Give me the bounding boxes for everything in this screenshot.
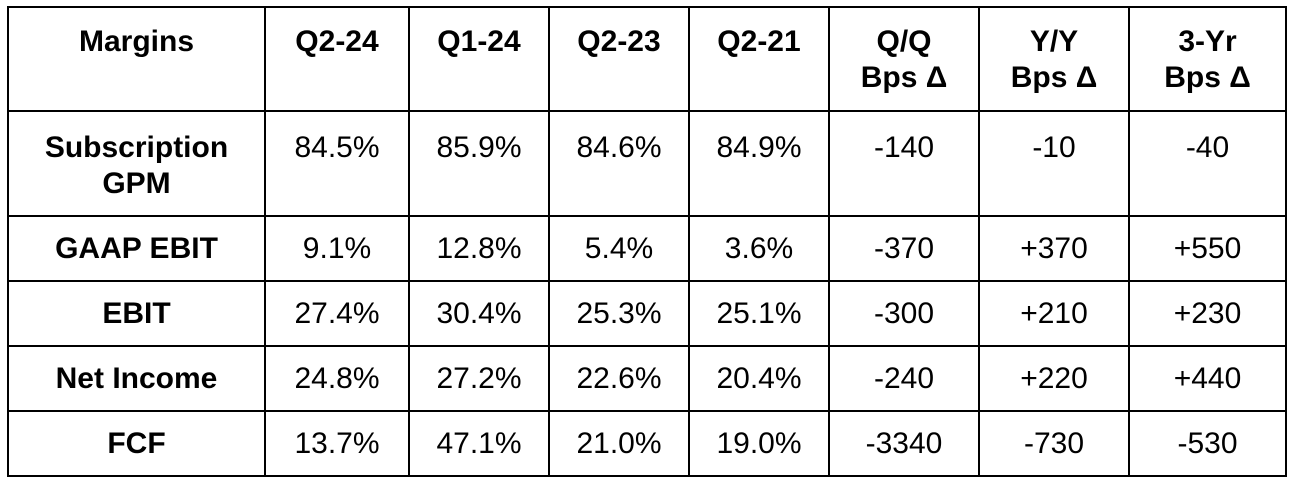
table-cell: -40 <box>1128 110 1287 217</box>
table-cell: 25.1% <box>688 280 830 347</box>
header-row: Margins Q2-24 Q1-24 Q2-23 Q2-21 Q/Q Bps … <box>7 6 1287 112</box>
table-row: FCF 13.7% 47.1% 21.0% 19.0% -3340 -730 -… <box>7 410 1287 477</box>
table-cell: 5.4% <box>548 215 690 282</box>
table-cell: 20.4% <box>688 345 830 412</box>
table-row: Net Income 24.8% 27.2% 22.6% 20.4% -240 … <box>7 345 1287 412</box>
table-cell: 84.9% <box>688 110 830 217</box>
table-row: GAAP EBIT 9.1% 12.8% 5.4% 3.6% -370 +370… <box>7 215 1287 282</box>
row-label: EBIT <box>7 280 266 347</box>
row-label: Subscription GPM <box>7 110 266 217</box>
table-cell: 84.6% <box>548 110 690 217</box>
table-cell: -10 <box>978 110 1130 217</box>
row-label: FCF <box>7 410 266 477</box>
table-cell: +210 <box>978 280 1130 347</box>
header-q2-24: Q2-24 <box>264 6 410 112</box>
table-cell: 24.8% <box>264 345 410 412</box>
table-row: Subscription GPM 84.5% 85.9% 84.6% 84.9%… <box>7 110 1287 217</box>
table-cell: -370 <box>828 215 980 282</box>
table-cell: 3.6% <box>688 215 830 282</box>
header-3yr-bps: 3-Yr Bps Δ <box>1128 6 1287 112</box>
table-cell: 27.4% <box>264 280 410 347</box>
table-cell: 12.8% <box>408 215 550 282</box>
table-cell: -530 <box>1128 410 1287 477</box>
table-cell: 47.1% <box>408 410 550 477</box>
table-cell: 25.3% <box>548 280 690 347</box>
header-yy-bps: Y/Y Bps Δ <box>978 6 1130 112</box>
table-cell: -3340 <box>828 410 980 477</box>
table-row: EBIT 27.4% 30.4% 25.3% 25.1% -300 +210 +… <box>7 280 1287 347</box>
row-label: Net Income <box>7 345 266 412</box>
table-cell: -140 <box>828 110 980 217</box>
table-cell: 13.7% <box>264 410 410 477</box>
table-cell: 21.0% <box>548 410 690 477</box>
table-cell: +550 <box>1128 215 1287 282</box>
header-q2-23: Q2-23 <box>548 6 690 112</box>
table-cell: +370 <box>978 215 1130 282</box>
table-cell: 30.4% <box>408 280 550 347</box>
header-qq-bps: Q/Q Bps Δ <box>828 6 980 112</box>
row-label: GAAP EBIT <box>7 215 266 282</box>
table-cell: +230 <box>1128 280 1287 347</box>
margins-table: Margins Q2-24 Q1-24 Q2-23 Q2-21 Q/Q Bps … <box>7 6 1287 477</box>
table-cell: 22.6% <box>548 345 690 412</box>
table-cell: 27.2% <box>408 345 550 412</box>
header-q2-21: Q2-21 <box>688 6 830 112</box>
table-cell: -300 <box>828 280 980 347</box>
table-cell: +440 <box>1128 345 1287 412</box>
table-cell: +220 <box>978 345 1130 412</box>
table-cell: 84.5% <box>264 110 410 217</box>
table-cell: 85.9% <box>408 110 550 217</box>
table-cell: 9.1% <box>264 215 410 282</box>
table-cell: 19.0% <box>688 410 830 477</box>
header-q1-24: Q1-24 <box>408 6 550 112</box>
table-cell: -240 <box>828 345 980 412</box>
table-cell: -730 <box>978 410 1130 477</box>
header-margins: Margins <box>7 6 266 112</box>
